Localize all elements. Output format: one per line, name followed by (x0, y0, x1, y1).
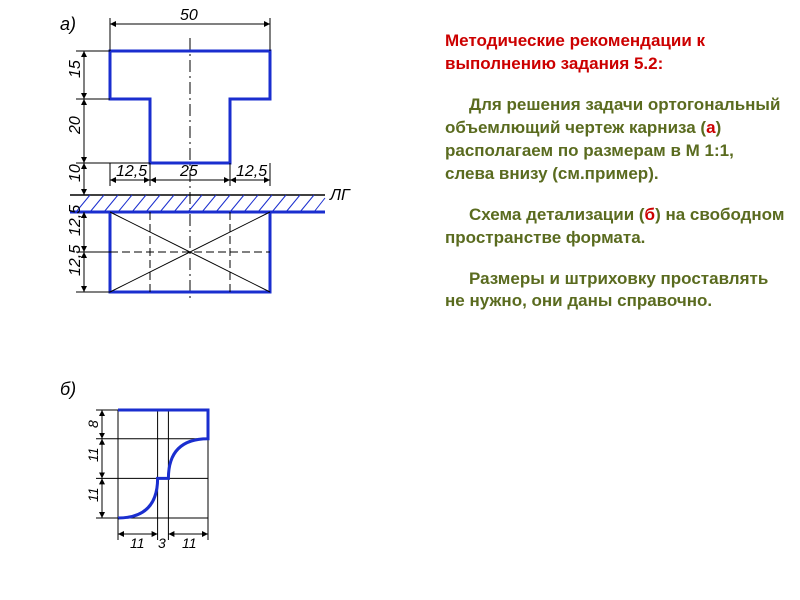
label-lg: ЛГ (329, 187, 351, 204)
svg-text:11: 11 (182, 535, 197, 551)
svg-text:15: 15 (67, 60, 84, 78)
svg-text:11: 11 (85, 487, 101, 502)
instructions-text: Методические рекомендации к выполнению з… (445, 30, 785, 331)
p2-letter: б (645, 205, 656, 224)
dim-b-heights: 8 11 11 (85, 410, 118, 518)
diagram-b: б) (60, 379, 208, 551)
paragraph-1: Для решения задачи ортогональный объемлю… (445, 94, 785, 186)
p1a: Для решения задачи ортогональный объемлю… (445, 95, 780, 137)
svg-text:8: 8 (85, 420, 101, 428)
ground-hatch (70, 195, 325, 212)
paragraph-2: Схема детализации (б) на свободном прост… (445, 204, 785, 250)
instructions-title: Методические рекомендации к выполнению з… (445, 30, 785, 76)
paragraph-3: Размеры и штриховку проставлять не нужно… (445, 268, 785, 314)
p1-letter: а (706, 118, 715, 137)
profile-b (118, 410, 208, 518)
diagram-a: а) ЛГ (60, 7, 351, 300)
svg-text:11: 11 (85, 447, 101, 462)
label-b: б) (60, 379, 76, 399)
dim-bottom-widths: 12,5 25 12,5 (110, 163, 270, 186)
svg-text:12,5: 12,5 (67, 245, 84, 276)
grid-b (118, 410, 208, 518)
dim-b-widths: 11 3 11 (118, 518, 208, 551)
svg-text:11: 11 (130, 535, 145, 551)
technical-drawing: а) ЛГ (0, 0, 440, 600)
svg-text:20: 20 (67, 116, 84, 135)
svg-text:12,5: 12,5 (67, 205, 84, 236)
svg-text:25: 25 (179, 163, 198, 180)
label-a: а) (60, 14, 76, 34)
svg-text:12,5: 12,5 (236, 163, 267, 180)
svg-text:10: 10 (67, 164, 84, 182)
p2a: Схема детализации ( (469, 205, 645, 224)
page: а) ЛГ (0, 0, 800, 600)
svg-text:12,5: 12,5 (116, 163, 147, 180)
svg-text:50: 50 (180, 7, 198, 24)
svg-text:3: 3 (158, 535, 166, 551)
dim-lower-heights: 12,5 12,5 (67, 205, 110, 292)
